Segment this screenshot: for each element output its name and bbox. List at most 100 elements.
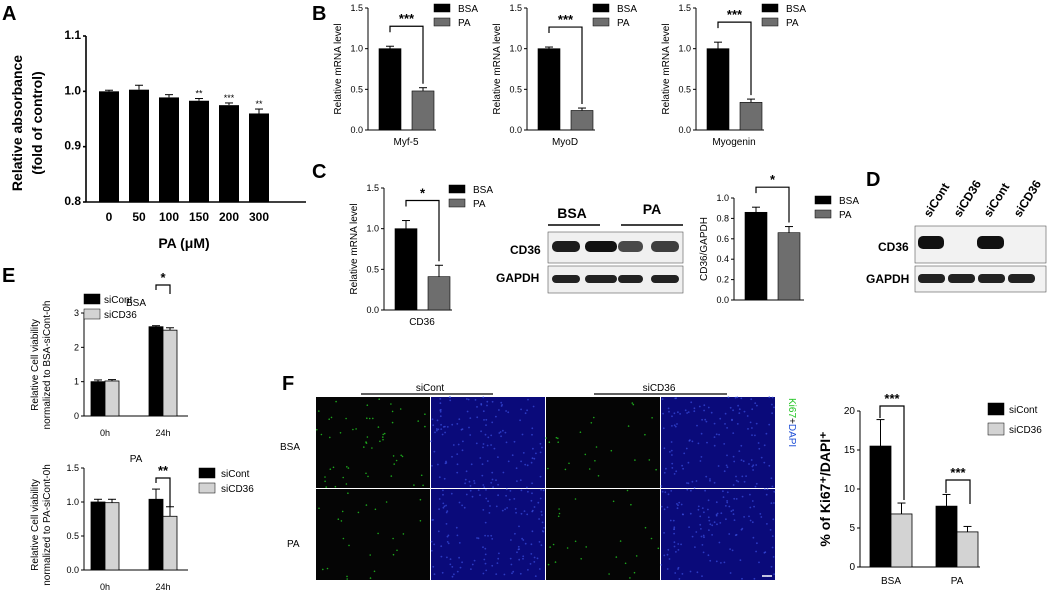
micro-dot — [635, 555, 638, 557]
micro-dot — [383, 432, 386, 435]
y-axis-title: Relative Cell viability — [30, 479, 41, 571]
micro-dot — [677, 568, 679, 570]
micro-dot — [339, 432, 342, 434]
y-tick-label: 0.8 — [64, 194, 81, 208]
y-axis-title: Relative mRNA level — [349, 203, 360, 294]
micro-dot — [725, 464, 728, 467]
micro-dot — [674, 572, 677, 574]
band-cd36 — [918, 236, 944, 249]
micro-dot — [542, 489, 545, 492]
micro-dot — [491, 421, 494, 424]
micro-dot — [759, 513, 762, 515]
legend-swatch — [448, 184, 466, 194]
micro-dot — [703, 404, 706, 407]
micro-dot — [660, 505, 663, 508]
micro-dot — [501, 509, 504, 512]
micro-dot — [705, 475, 708, 478]
micro-dot — [437, 428, 440, 431]
micro-dot — [710, 411, 713, 414]
micro-dot — [541, 446, 543, 449]
micro-dot — [368, 417, 371, 420]
micro-dot — [735, 479, 738, 482]
micro-dot — [648, 459, 651, 461]
micro-dot — [446, 510, 449, 512]
micro-dot — [755, 464, 758, 466]
micro-dot — [449, 558, 452, 560]
micro-dot — [527, 398, 529, 401]
micro-dot — [329, 436, 331, 439]
micro-dot — [594, 460, 596, 462]
micro-dot — [538, 568, 541, 570]
micro-dot — [470, 463, 473, 466]
micro-dot — [485, 497, 488, 500]
micro-dot — [723, 470, 726, 473]
chart-f-ki67: 0 5 10 15 20 BSA PA *** *** % of Ki67⁺/DAPI⁺ siCon… — [817, 391, 1042, 587]
micro-dot — [768, 396, 771, 399]
micro-dot — [729, 572, 732, 574]
micro-dot — [674, 397, 677, 400]
micro-dot — [673, 473, 676, 475]
micro-dot — [468, 426, 470, 429]
significance-bracket — [755, 186, 790, 223]
micro-dot — [495, 415, 497, 418]
micro-dot — [716, 523, 718, 526]
micro-dot — [738, 450, 741, 452]
micro-dot — [624, 562, 627, 565]
micro-dot — [626, 489, 629, 492]
micro-dot — [707, 499, 710, 502]
micro-dot — [439, 415, 442, 418]
micro-side-ki67: Ki67 — [786, 398, 797, 418]
micro-dot — [707, 406, 710, 409]
micro-dot — [377, 532, 379, 535]
micro-dot — [518, 558, 521, 561]
significance-label: * — [420, 186, 426, 201]
y-tick-label: 1.0 — [64, 83, 81, 97]
blot-c-bands — [552, 241, 679, 283]
x-tick-label: 200 — [219, 210, 239, 224]
micro-dot — [732, 432, 735, 434]
micro-col-sicont: siCont — [416, 383, 445, 394]
micro-dot — [526, 486, 528, 489]
micro-dot — [390, 403, 392, 405]
micro-dot — [520, 408, 522, 411]
micro-dot — [663, 554, 666, 557]
micro-dot — [766, 488, 769, 491]
y-tick-label: 1.1 — [64, 28, 81, 42]
micro-dot — [482, 410, 485, 413]
micro-dot — [701, 544, 704, 546]
micro-dot — [720, 512, 723, 515]
micro-dot — [722, 490, 724, 493]
micro-dot — [763, 444, 766, 447]
micro-dot — [681, 513, 684, 516]
y-tick-label: 1.5 — [350, 3, 363, 13]
y-tick-label: 3 — [74, 308, 79, 318]
band-gapdh — [585, 275, 617, 283]
micro-dot — [663, 532, 665, 534]
micro-col-sicd36: siCD36 — [643, 383, 676, 394]
micro-dot — [324, 480, 326, 483]
micro-dot — [741, 475, 744, 478]
micro-dot — [445, 523, 448, 525]
micro-dot — [520, 512, 523, 515]
significance-bracket — [945, 479, 971, 504]
micro-dot — [527, 569, 529, 571]
significance-label: *** — [884, 391, 900, 406]
bar — [744, 211, 768, 301]
micro-dot — [491, 538, 494, 540]
micro-dot — [473, 480, 475, 482]
micro-dot — [770, 477, 773, 480]
micro-dot — [526, 513, 529, 516]
band-cd36 — [651, 241, 679, 252]
micro-dot — [679, 413, 681, 415]
y-tick-label: 1.0 — [350, 44, 363, 54]
micro-dot — [318, 410, 320, 412]
micro-dot — [554, 561, 557, 563]
micro-dot — [682, 467, 684, 470]
micro-dot — [461, 561, 463, 564]
y-axis-title: Relative mRNA level — [333, 23, 344, 114]
micro-dot — [484, 433, 487, 436]
y-tick-label: 0.5 — [66, 531, 79, 541]
legend-label: BSA — [617, 4, 637, 15]
panel-label-f: F — [282, 373, 294, 395]
